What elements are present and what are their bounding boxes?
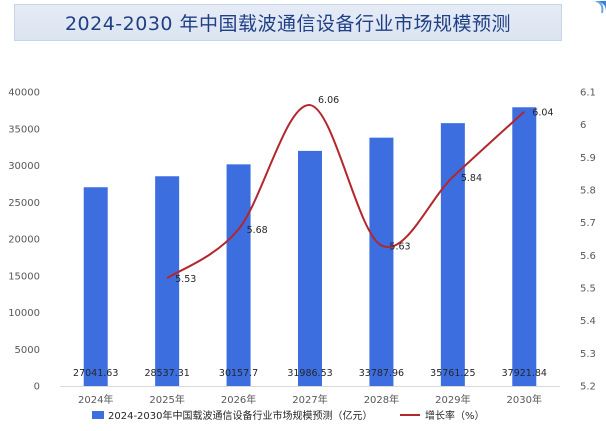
x-axis-tick-label: 2028年 — [364, 393, 399, 406]
x-axis-ticks: 2024年 2025年 2026年 2027年 2028年 2029年 2030年 — [78, 393, 542, 406]
x-axis-tick-label: 2029年 — [435, 393, 470, 406]
bar-value-label: 30157.7 — [219, 368, 258, 379]
growth-rate-label: 6.04 — [532, 108, 553, 119]
legend-bar-label: 2024-2030年中国载波通信设备行业市场规模预测（亿元） — [108, 409, 373, 422]
bar — [298, 150, 322, 386]
growth-rate-label: 5.68 — [247, 225, 268, 236]
bar-value-label: 35761.25 — [430, 368, 475, 379]
x-axis-tick-label: 2030年 — [507, 393, 542, 406]
left-axis-tick-label: 30000 — [8, 161, 40, 172]
growth-rate-label: 6.06 — [318, 95, 339, 106]
right-axis-tick-label: 6 — [580, 120, 586, 131]
growth-rate-label: 5.84 — [461, 173, 482, 184]
x-axis-tick-label: 2025年 — [149, 393, 184, 406]
growth-rate-label: 5.63 — [389, 242, 410, 253]
bar-value-label: 33787.96 — [359, 368, 404, 379]
growth-rate-label: 5.53 — [175, 274, 196, 285]
bar — [512, 107, 537, 386]
right-axis-ticks: 5.2 5.3 5.4 5.5 5.6 5.7 5.8 5.9 6 6.1 — [580, 88, 596, 393]
left-axis-tick-label: 25000 — [8, 198, 40, 209]
right-axis-tick-label: 6.1 — [580, 88, 596, 99]
left-axis-tick-label: 40000 — [8, 88, 40, 99]
bar-value-labels: 27041.63 28537.31 30157.7 31986.53 33787.96 3… — [73, 368, 547, 379]
left-axis-tick-label: 15000 — [8, 271, 40, 282]
x-axis-tick-label: 2024年 — [78, 393, 113, 406]
chart-title: 2024-2030 年中国载波通信设备行业市场规模预测 — [64, 13, 512, 35]
right-axis-tick-label: 5.2 — [580, 382, 596, 393]
bar — [226, 164, 251, 386]
right-axis-tick-label: 5.4 — [580, 316, 596, 327]
right-axis-tick-label: 5.7 — [580, 218, 596, 229]
right-axis-tick-label: 5.8 — [580, 186, 596, 197]
bar — [155, 176, 180, 386]
bar-value-label: 31986.53 — [287, 368, 332, 379]
x-axis-tick-label: 2026年 — [221, 393, 256, 406]
left-axis-tick-label: 35000 — [8, 124, 40, 135]
bar — [369, 137, 394, 386]
growth-rate-line — [166, 104, 525, 280]
left-axis-tick-label: 5000 — [15, 345, 40, 356]
legend-bar-swatch — [92, 411, 104, 419]
left-axis-tick-label: 20000 — [8, 235, 40, 246]
bar-value-label: 28537.31 — [144, 368, 189, 379]
chart-legend: 2024-2030年中国载波通信设备行业市场规模预测（亿元） 增长率（%） — [92, 409, 485, 422]
bar — [83, 187, 108, 386]
left-axis-tick-label: 0 — [34, 382, 40, 393]
x-axis-tick-label: 2027年 — [292, 393, 327, 406]
growth-rate-labels: 5.53 5.68 6.06 5.63 5.84 6.04 — [175, 95, 553, 285]
bar-value-label: 27041.63 — [73, 368, 118, 379]
chart-title-banner: 2024-2030 年中国载波通信设备行业市场规模预测 — [14, 4, 562, 41]
left-axis-tick-label: 10000 — [8, 308, 40, 319]
right-axis-tick-label: 5.6 — [580, 251, 596, 262]
bar-value-label: 37921.84 — [502, 368, 547, 379]
right-axis-tick-label: 5.3 — [580, 349, 596, 360]
corner-logo-icon — [586, 0, 606, 14]
right-axis-tick-label: 5.5 — [580, 284, 596, 295]
bar — [440, 123, 465, 386]
bar-series — [83, 107, 537, 386]
right-axis-tick-label: 5.9 — [580, 153, 596, 164]
legend-line-label: 增长率（%） — [425, 409, 485, 422]
left-axis-ticks: 0 5000 10000 15000 20000 25000 30000 35000 40000 — [8, 88, 40, 393]
